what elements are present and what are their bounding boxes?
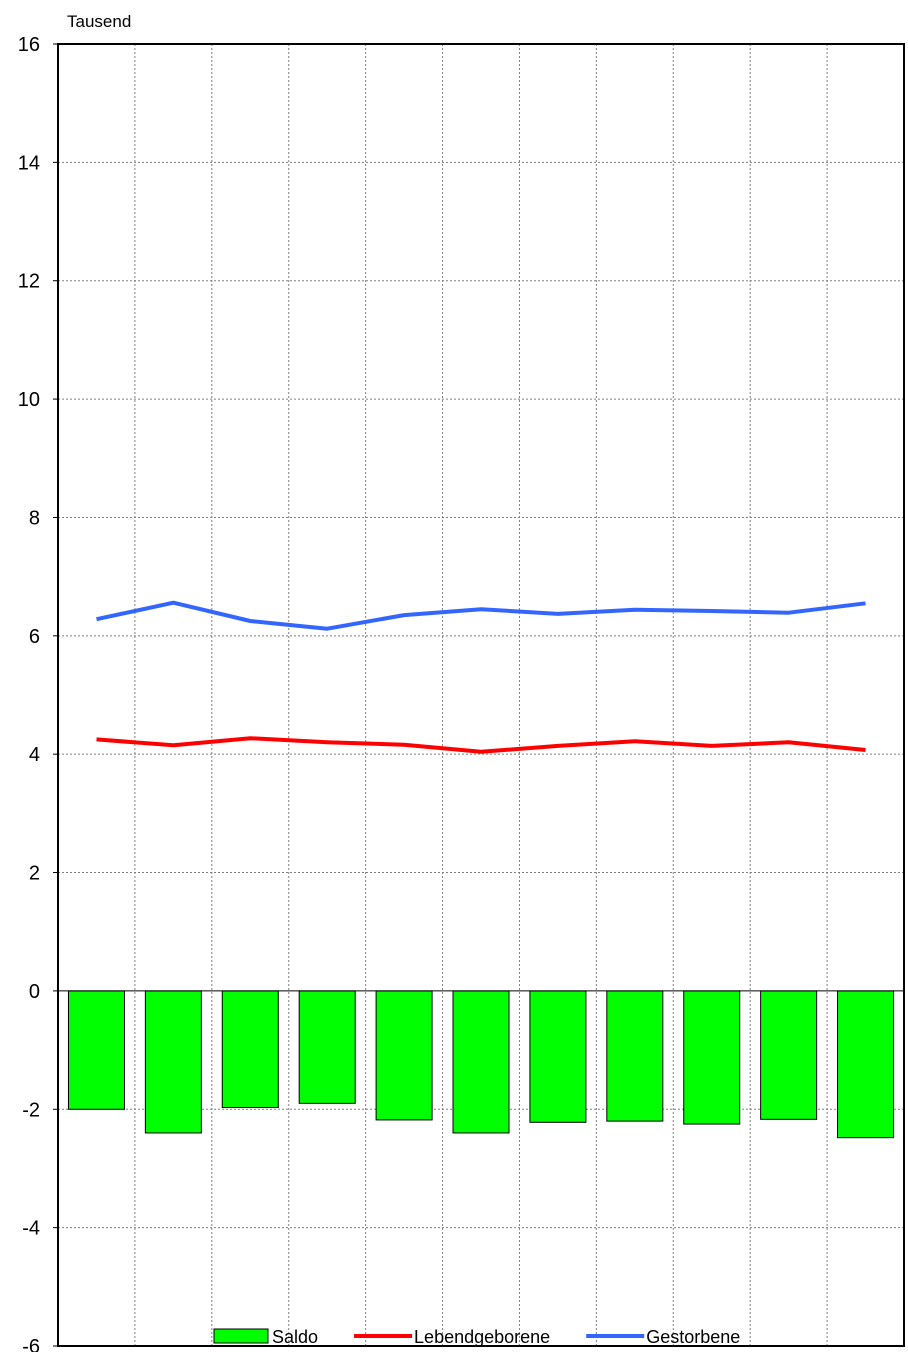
y-tick-label: 0 xyxy=(29,981,40,1003)
plot-frame xyxy=(57,43,905,1347)
bar-saldo xyxy=(452,990,510,1134)
line-gestorbene xyxy=(96,600,866,631)
y-tick-label: 10 xyxy=(18,389,40,411)
legend-swatch-saldo xyxy=(213,1328,269,1344)
y-tick-label: 4 xyxy=(29,744,40,766)
y-tick-label: -2 xyxy=(22,1099,40,1121)
y-tick-label: 14 xyxy=(18,152,40,174)
bar-saldo xyxy=(298,990,356,1104)
bar-saldo xyxy=(529,990,587,1123)
line-lebendgeborene xyxy=(96,736,866,754)
legend: Saldo Lebendgeborene Gestorbene xyxy=(213,1327,740,1347)
bars xyxy=(67,990,895,1139)
y-tick-label: 2 xyxy=(29,863,40,885)
axes xyxy=(53,43,905,1347)
bar-saldo xyxy=(375,990,433,1121)
y-tick-labels: 16 14 12 10 8 6 4 2 0 -2 -4 -6 xyxy=(18,34,40,1352)
bar-saldo xyxy=(837,990,895,1139)
y-tick-label: -4 xyxy=(22,1218,40,1240)
bar-saldo xyxy=(606,990,664,1122)
y-tick-label: 12 xyxy=(18,271,40,293)
y-tick-label: -6 xyxy=(22,1336,40,1352)
lines xyxy=(96,600,866,754)
y-tick-label: 16 xyxy=(18,34,40,56)
y-tick-label: 6 xyxy=(29,626,40,648)
legend-label-gestorbene: Gestorbene xyxy=(646,1327,740,1347)
bar-saldo xyxy=(144,990,202,1134)
bar-saldo xyxy=(221,990,279,1108)
y-unit-label: Tausend xyxy=(67,12,131,31)
y-tick-label: 8 xyxy=(29,507,40,529)
bar-saldo xyxy=(67,990,125,1110)
legend-label-lebendgeborene: Lebendgeborene xyxy=(414,1327,550,1347)
bar-saldo xyxy=(760,990,818,1120)
grid xyxy=(58,44,904,1346)
bar-saldo xyxy=(683,990,741,1125)
legend-label-saldo: Saldo xyxy=(272,1327,318,1347)
